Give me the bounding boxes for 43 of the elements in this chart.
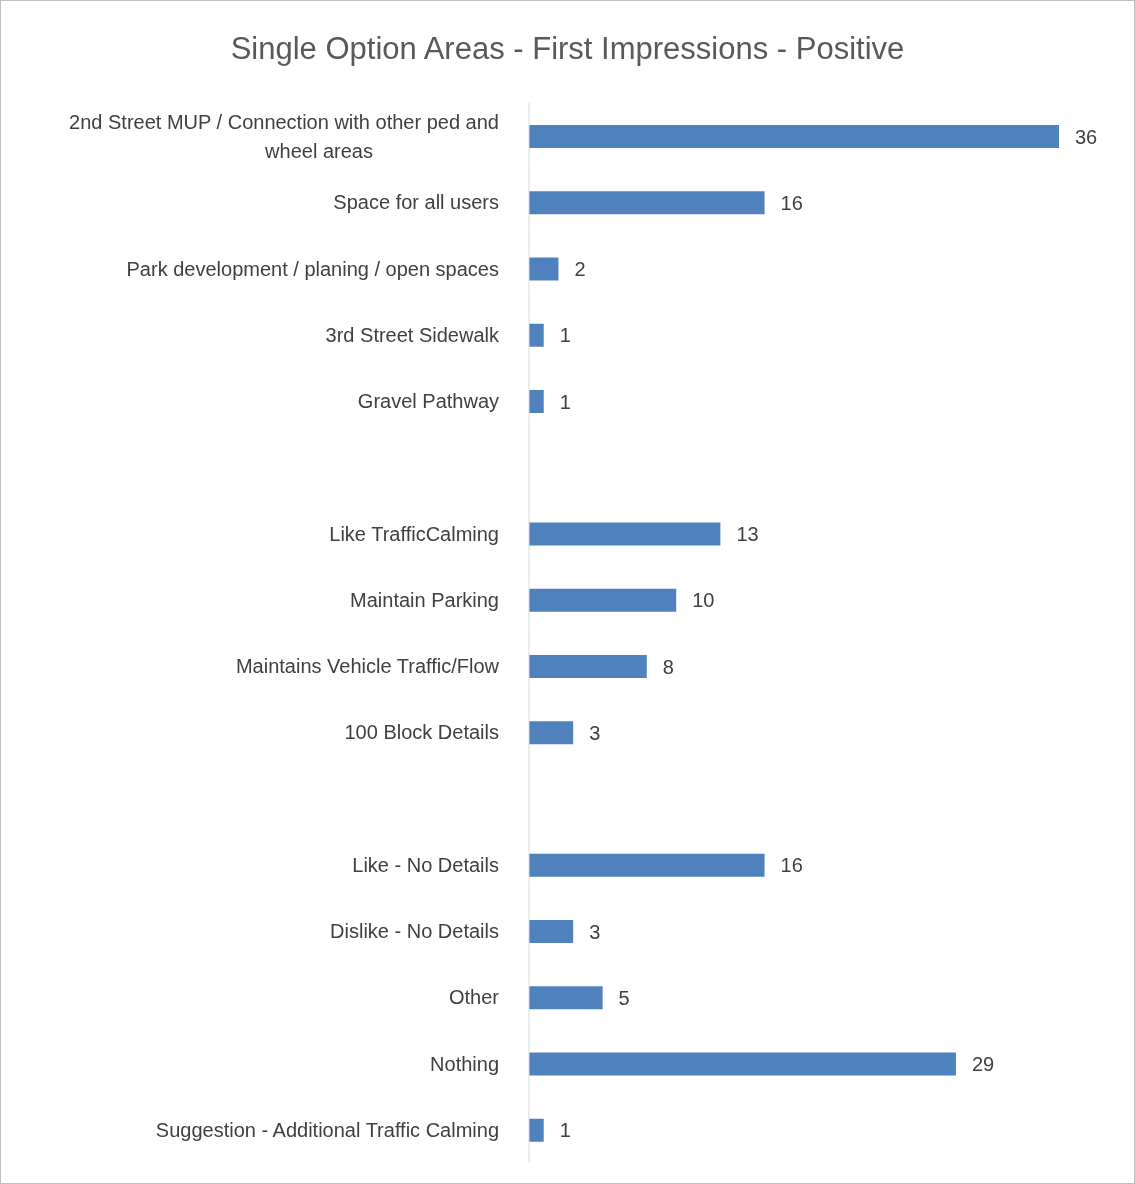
bar — [529, 721, 574, 745]
y-tick-label: Maintains Vehicle Traffic/Flow — [235, 655, 500, 678]
y-tick-label: Dislike - No Details — [330, 920, 499, 943]
bar — [529, 920, 574, 943]
data-label: 3 — [589, 920, 601, 943]
y-tick-label: 2nd Street MUP / Connection with other ped and wheel areas — [69, 110, 499, 162]
data-label: 10 — [692, 589, 715, 612]
data-label: 5 — [618, 986, 630, 1009]
bar — [529, 1118, 544, 1142]
data-label: 13 — [736, 523, 759, 546]
bar — [529, 986, 603, 1010]
y-tick-label: Suggestion - Additional Traffic Calming — [155, 1118, 499, 1141]
y-tick-label: Maintain Parking — [350, 588, 499, 611]
y-tick-label: Gravel Pathway — [357, 390, 499, 413]
bar — [529, 522, 721, 546]
data-label: 29 — [971, 1053, 995, 1076]
bar — [529, 390, 544, 413]
bar — [529, 655, 647, 678]
data-label: 8 — [662, 655, 674, 678]
bar — [529, 588, 677, 612]
y-tick-label: Park development / planing / open spaces — [126, 257, 499, 280]
y-tick-label: Space for all users — [333, 191, 499, 214]
bar — [529, 257, 559, 281]
bar — [529, 191, 765, 215]
y-tick-label: Other — [448, 986, 500, 1009]
y-tick-label: Like TrafficCalming — [329, 522, 499, 545]
bar — [529, 1052, 956, 1076]
data-label: 16 — [780, 191, 803, 214]
bar — [529, 853, 765, 877]
chart-title: Single Option Areas - First Impressions - Positive — [229, 30, 906, 68]
bar — [529, 323, 544, 347]
data-label: 1 — [559, 390, 571, 413]
data-label: 3 — [589, 721, 601, 744]
y-tick-label: 100 Block Details — [344, 721, 499, 744]
y-tick-label: Like - No Details — [352, 853, 499, 876]
data-label: 36 — [1075, 125, 1098, 148]
y-tick-label: Nothing — [430, 1052, 499, 1075]
y-tick-label: 3rd Street Sidewalk — [325, 323, 500, 346]
data-label: 1 — [559, 1119, 571, 1142]
data-label: 1 — [559, 324, 571, 347]
bar — [529, 125, 1059, 148]
data-label: 16 — [780, 854, 803, 877]
data-label: 2 — [574, 258, 586, 281]
